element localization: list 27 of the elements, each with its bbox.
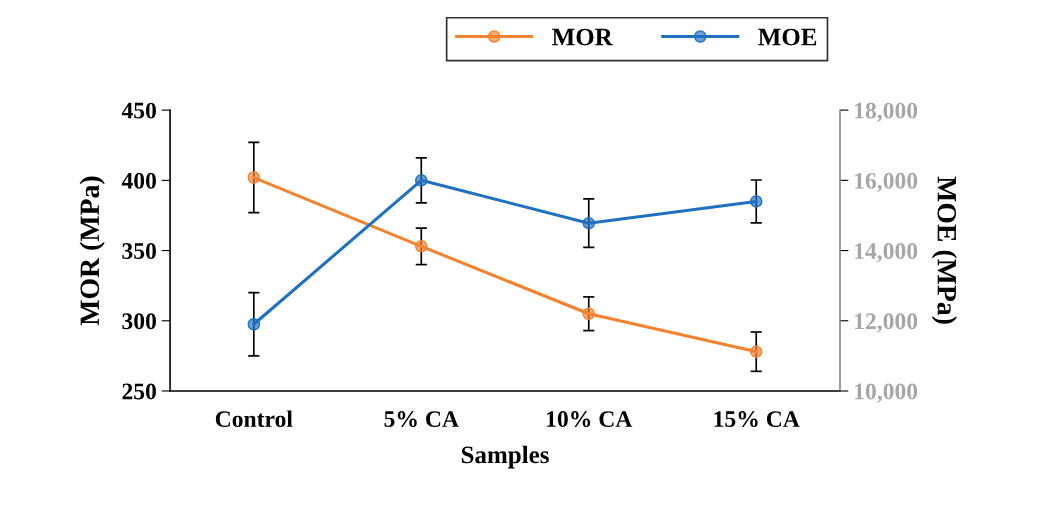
point bbox=[582, 216, 596, 230]
y2-tick-label: 12,000 bbox=[855, 313, 918, 333]
y-axis-title: MOR (MPa) bbox=[79, 176, 105, 326]
x-tick-label: 10% CA bbox=[547, 411, 633, 428]
x-axis-title: Samples bbox=[461, 445, 549, 469]
y2-tick-label: 14,000 bbox=[855, 243, 918, 263]
point bbox=[415, 240, 428, 253]
y2-tick-label: 16,000 bbox=[855, 172, 918, 193]
x-tick-label: 15% CA bbox=[714, 411, 800, 428]
y-tick-label: 450 bbox=[121, 102, 156, 119]
legend-label: MOE bbox=[758, 28, 817, 46]
y-tick-label: 250 bbox=[122, 383, 156, 400]
point bbox=[749, 195, 763, 208]
point bbox=[247, 318, 261, 331]
x-tick-label: 5% CA bbox=[384, 411, 459, 428]
x-tick-label: Control bbox=[215, 410, 293, 428]
point bbox=[749, 345, 763, 358]
y-tick-label: 400 bbox=[121, 172, 156, 189]
y2-tick-label: 10,000 bbox=[855, 383, 918, 403]
point bbox=[247, 171, 261, 184]
y-tick-label: 300 bbox=[122, 313, 156, 330]
point bbox=[415, 174, 428, 187]
y2-axis-title: MOE (MPa) bbox=[931, 176, 957, 324]
legend-label: MOR bbox=[552, 28, 613, 46]
y-tick-label: 350 bbox=[122, 243, 156, 259]
point bbox=[582, 307, 596, 320]
y2-tick-label: 18,000 bbox=[855, 102, 918, 122]
